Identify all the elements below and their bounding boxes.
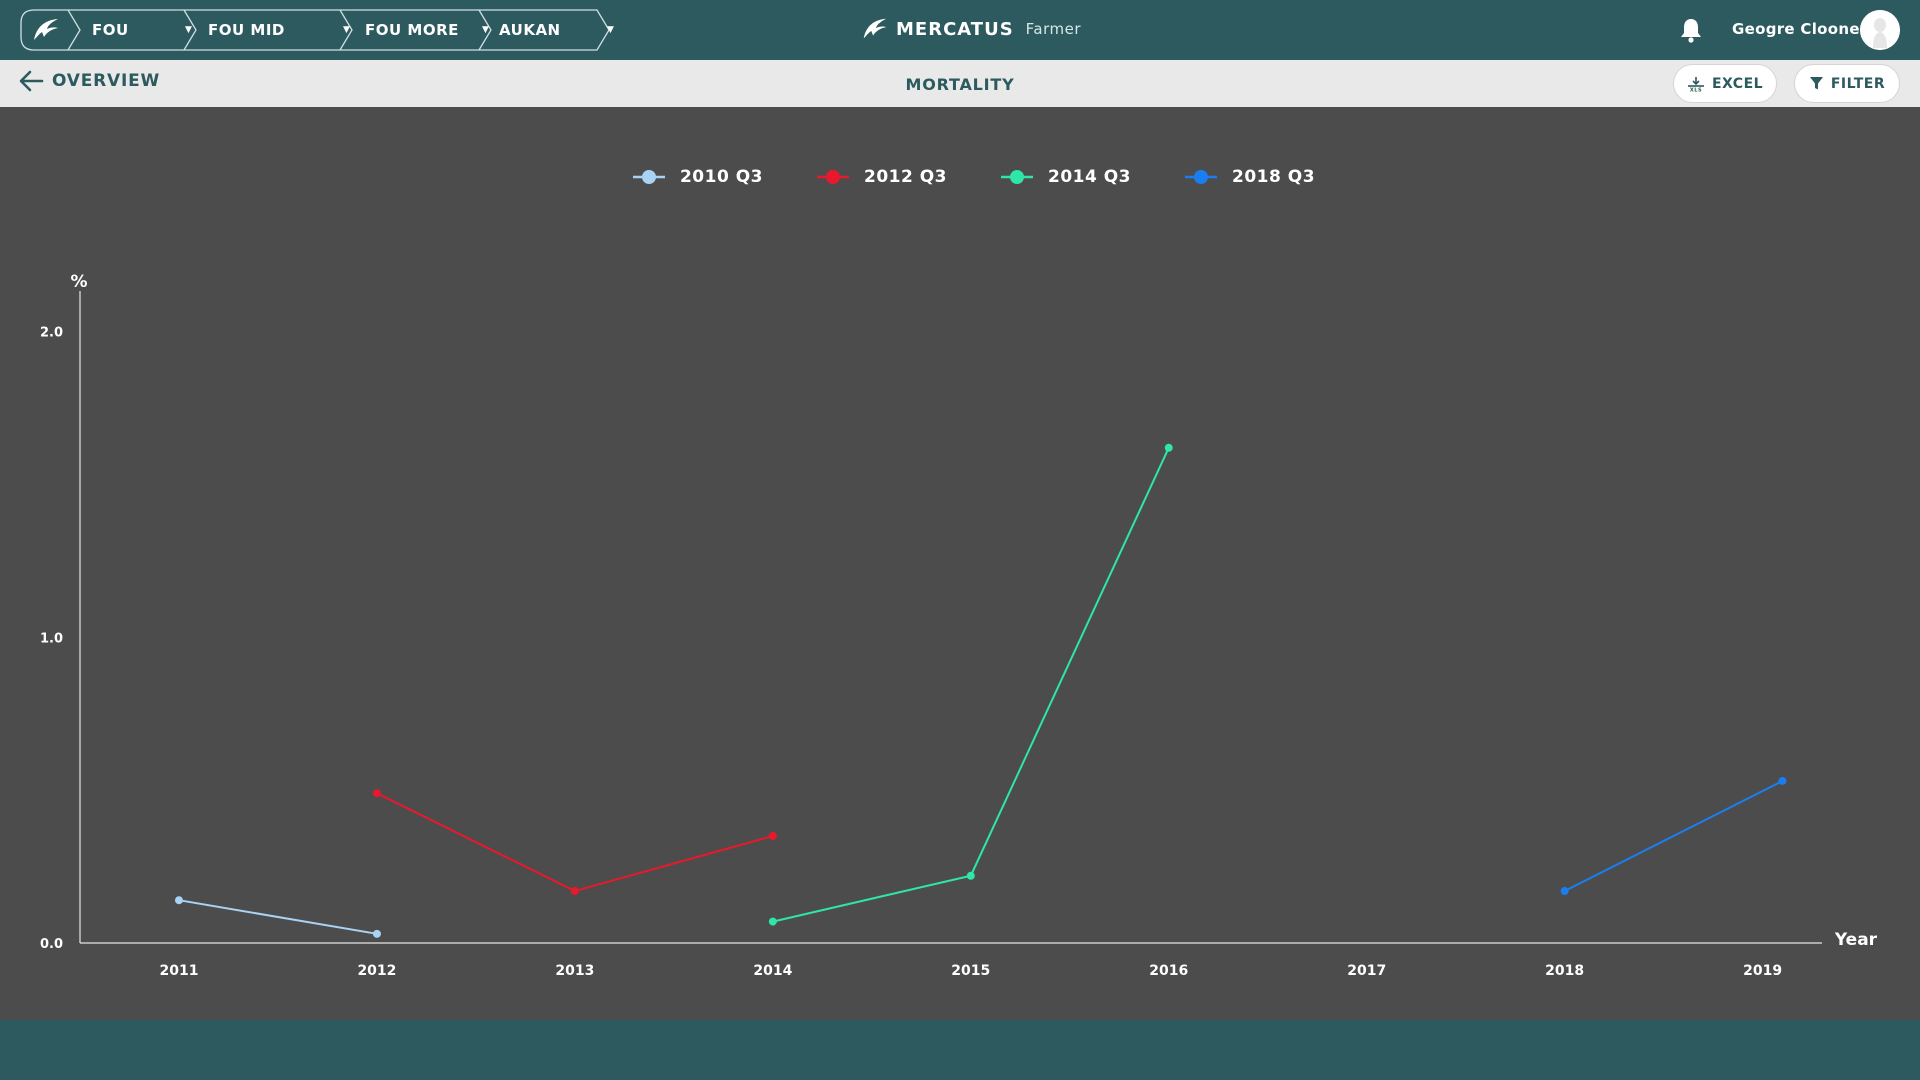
legend-item[interactable]: 2018 Q3 (1185, 167, 1315, 187)
series-2010-q3 (174, 896, 381, 938)
y-tick-label: 0.0 (40, 937, 63, 952)
breadcrumb-outline (20, 9, 610, 51)
legend-label: 2014 Q3 (1048, 167, 1132, 187)
breadcrumb-label: AUKAN (499, 21, 561, 39)
legend-label: 2018 Q3 (1232, 167, 1316, 187)
page-title: MORTALITY (905, 75, 1015, 94)
back-to-overview-button[interactable]: OVERVIEW (18, 70, 160, 92)
y-tick-label: 1.0 (40, 631, 63, 646)
chart-legend: 2010 Q3 2012 Q3 2014 Q3 2018 Q3 (0, 167, 1920, 187)
series-line (772, 447, 1170, 923)
chart-plot: 0.0 1.0 2.0 2011 2012 2013 2014 2015 2016 2017 201… (40, 272, 1878, 979)
breadcrumb-item-fou-mid[interactable]: FOU MID ▼ (208, 9, 358, 51)
legend-swatch-icon (816, 170, 849, 184)
breadcrumb-label: FOU MORE (365, 21, 459, 39)
breadcrumb-label: FOU MID (208, 21, 285, 39)
breadcrumb-item-fou-more[interactable]: FOU MORE ▼ (365, 9, 505, 51)
filter-label: FILTER (1830, 75, 1886, 92)
x-tick-label: 2018 (1545, 963, 1584, 979)
x-tick-label: 2013 (555, 963, 594, 979)
series-2014-q3 (768, 443, 1173, 926)
caret-down-icon: ▼ (607, 25, 615, 35)
caret-down-icon: ▼ (482, 25, 490, 35)
data-point[interactable] (768, 832, 777, 840)
arrow-left-icon (19, 70, 44, 92)
data-point[interactable] (1560, 887, 1569, 896)
data-point[interactable] (1164, 443, 1173, 452)
legend-label: 2010 Q3 (679, 167, 763, 187)
fish-logo-icon[interactable] (30, 14, 62, 46)
y-tick-label: 2.0 (40, 326, 63, 341)
fish-logo-icon (863, 18, 887, 39)
excel-export-button[interactable]: XLS EXCEL (1673, 64, 1777, 103)
bell-icon[interactable] (1678, 16, 1704, 44)
x-tick-label: 2011 (159, 963, 198, 979)
legend-label: 2012 Q3 (863, 167, 947, 187)
x-tick-label: 2015 (951, 963, 990, 979)
data-point[interactable] (966, 871, 975, 880)
excel-download-icon: XLS (1687, 76, 1704, 92)
legend-swatch-icon (1185, 170, 1218, 184)
svg-text:XLS: XLS (1690, 87, 1702, 92)
x-axis-label: Year (1834, 930, 1878, 950)
series-line (376, 792, 774, 893)
data-point[interactable] (372, 789, 381, 798)
excel-label: EXCEL (1711, 75, 1764, 92)
top-bar: FOU ▼ FOU MID ▼ FOU MORE ▼ AUKAN ▼ MERCA… (0, 0, 1920, 60)
breadcrumb-item-aukan[interactable]: AUKAN ▼ (499, 9, 614, 51)
series-line (178, 899, 378, 935)
filter-funnel-icon (1809, 77, 1823, 90)
x-tick-label: 2017 (1347, 963, 1386, 979)
data-point[interactable] (372, 929, 381, 938)
data-point[interactable] (1778, 776, 1787, 785)
series-2012-q3 (372, 789, 777, 896)
caret-down-icon: ▼ (185, 25, 193, 35)
brand-subtitle: Farmer (1025, 20, 1082, 38)
x-tick-label: 2014 (753, 963, 792, 979)
x-tick-label: 2016 (1149, 963, 1188, 979)
brand: MERCATUS Farmer (860, 14, 1081, 44)
breadcrumb-label: FOU (92, 21, 129, 39)
legend-swatch-icon (632, 170, 665, 184)
avatar[interactable] (1860, 10, 1900, 50)
data-point[interactable] (570, 887, 579, 896)
user-silhouette-icon (1860, 10, 1900, 50)
x-tick-label: 2019 (1743, 963, 1782, 979)
data-point[interactable] (768, 917, 777, 926)
breadcrumb-item-fou[interactable]: FOU ▼ (92, 9, 192, 51)
legend-swatch-icon (1001, 170, 1033, 184)
y-axis-label: % (70, 272, 87, 292)
caret-down-icon: ▼ (343, 25, 351, 35)
mortality-chart: 2010 Q3 2012 Q3 2014 Q3 2018 Q3 0.0 1.0 2.0 20… (0, 107, 1920, 1020)
filter-button[interactable]: FILTER (1794, 64, 1900, 103)
back-label: OVERVIEW (52, 71, 161, 91)
series-line (1564, 780, 1783, 892)
data-point[interactable] (174, 896, 183, 905)
user-name[interactable]: Geogre Clooney (1732, 20, 1870, 38)
legend-item[interactable]: 2010 Q3 (632, 167, 763, 187)
brand-name: MERCATUS (896, 18, 1014, 40)
sub-header: OVERVIEW MORTALITY XLS EXCEL FILTER (0, 60, 1920, 107)
legend-item[interactable]: 2012 Q3 (816, 167, 947, 187)
series-2018-q3 (1560, 776, 1787, 896)
x-tick-label: 2012 (357, 963, 396, 979)
legend-item[interactable]: 2014 Q3 (1001, 167, 1131, 187)
